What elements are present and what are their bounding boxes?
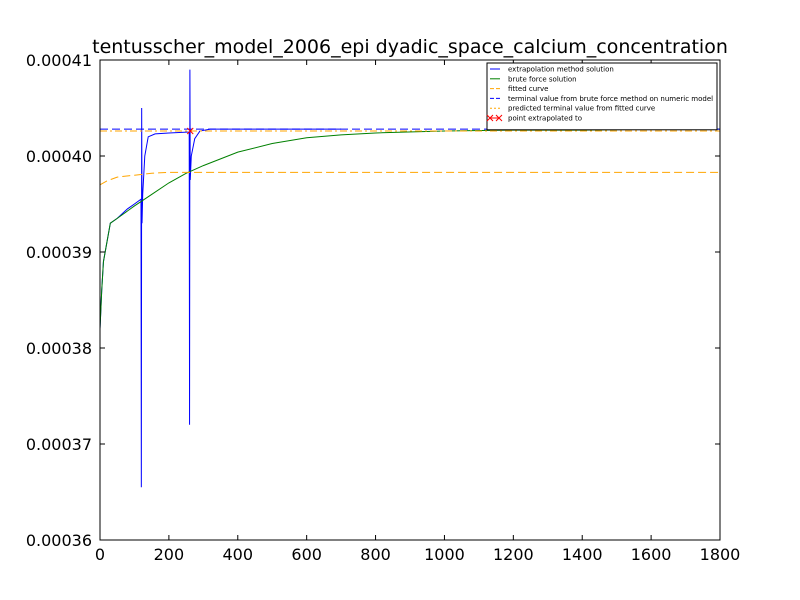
x-tick-label-2: 400 [223, 545, 254, 564]
x-tick-label-5: 1000 [424, 545, 465, 564]
plot-area [100, 69, 720, 488]
legend-label-4: predicted terminal value from fitted cur… [508, 105, 655, 113]
legend-box [486, 62, 718, 131]
legend-label-5: point extrapolated to [508, 115, 582, 123]
y-tick-label-4: 0.00040 [26, 147, 92, 166]
x-tick-label-8: 1600 [631, 545, 672, 564]
legend-label-0: extrapolation method solution [508, 66, 614, 74]
series-fitted-curve-line [100, 171, 720, 186]
axes: 0 200 400 600 800 1000 1200 1400 1600 1800 0.00036… [26, 51, 741, 564]
y-tick-label-1: 0.00037 [26, 435, 92, 454]
x-tick-label-7: 1400 [562, 545, 603, 564]
x-tick-label-6: 1200 [493, 545, 534, 564]
y-tick-label-0: 0.00036 [26, 531, 92, 550]
x-tick-label-3: 600 [291, 545, 322, 564]
series-point-extrapolated-to-point-0 [186, 127, 194, 135]
legend-label-3: terminal value from brute force method o… [508, 95, 713, 103]
y-tick-label-2: 0.00038 [26, 339, 92, 358]
x-tick-label-9: 1800 [700, 545, 741, 564]
x-tick-label-0: 0 [95, 545, 105, 564]
y-tick-label-3: 0.00039 [26, 243, 92, 262]
x-tick-label-4: 800 [360, 545, 391, 564]
legend-label-1: brute force solution [508, 75, 577, 83]
x-tick-label-1: 200 [154, 545, 185, 564]
legend-label-2: fitted curve [508, 85, 549, 93]
series-brute-force-solution-line [100, 128, 720, 329]
y-tick-label-5: 0.00041 [26, 51, 92, 70]
axes-frame [99, 59, 721, 541]
series-extrapolation-method-solution-line [100, 69, 342, 488]
chart-title: tentusscher_model_2006_epi dyadic_space_… [92, 36, 728, 58]
